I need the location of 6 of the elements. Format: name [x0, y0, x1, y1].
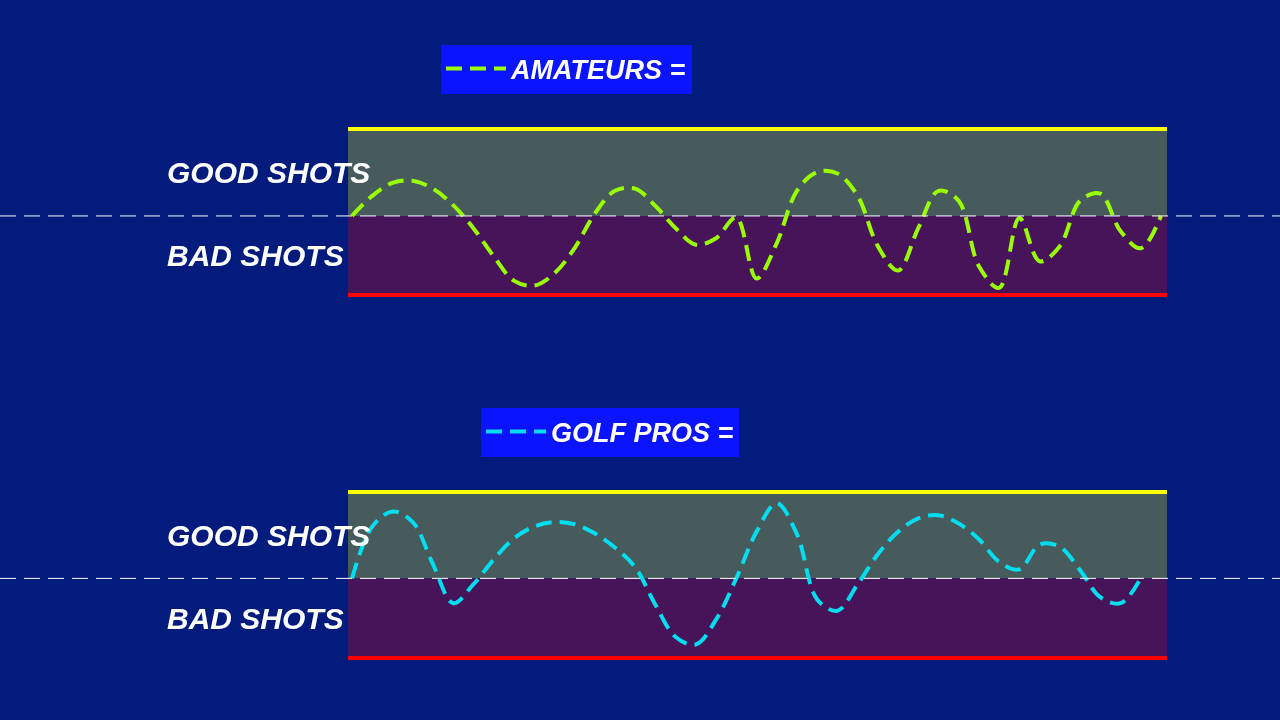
legend-label: AMATEURS = — [510, 55, 686, 86]
band-label: BAD SHOTS — [167, 602, 344, 635]
band-label: GOOD SHOTS — [167, 156, 371, 189]
band-label: GOOD SHOTS — [167, 519, 371, 552]
band-label: BAD SHOTS — [167, 239, 344, 272]
legend-label: GOLF PROS = — [551, 418, 734, 449]
